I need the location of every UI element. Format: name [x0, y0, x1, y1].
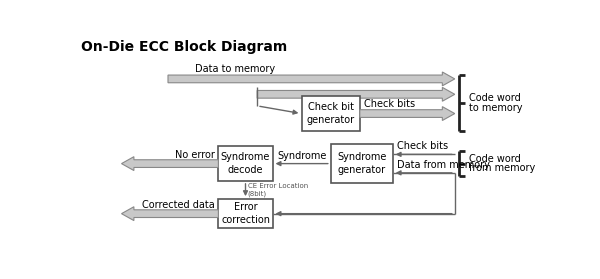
- Text: Check bit
generator: Check bit generator: [307, 102, 355, 125]
- Text: Syndrome: Syndrome: [277, 151, 326, 161]
- Text: Syndrome
generator: Syndrome generator: [337, 152, 386, 175]
- Text: (8bit): (8bit): [248, 191, 267, 197]
- Polygon shape: [168, 72, 455, 86]
- Text: to memory: to memory: [469, 103, 523, 113]
- Text: Data to memory: Data to memory: [195, 64, 275, 74]
- Polygon shape: [257, 87, 455, 101]
- Text: CE Error Location: CE Error Location: [248, 183, 308, 189]
- Text: Error
correction: Error correction: [221, 203, 270, 225]
- Text: Check bits: Check bits: [364, 99, 415, 109]
- Bar: [331, 144, 393, 183]
- Bar: [302, 96, 360, 131]
- Text: Code word: Code word: [469, 154, 521, 164]
- Text: Syndrome
decode: Syndrome decode: [221, 152, 270, 175]
- Bar: [218, 199, 272, 228]
- Polygon shape: [360, 107, 455, 121]
- Text: Corrected data: Corrected data: [142, 200, 215, 210]
- Text: On-Die ECC Block Diagram: On-Die ECC Block Diagram: [81, 40, 287, 54]
- Text: No error: No error: [175, 150, 215, 160]
- Polygon shape: [121, 157, 218, 170]
- Polygon shape: [121, 207, 218, 221]
- Text: Data from memory: Data from memory: [397, 160, 490, 170]
- Bar: [218, 146, 272, 181]
- Text: from memory: from memory: [469, 163, 536, 173]
- Text: Check bits: Check bits: [397, 141, 448, 151]
- Text: Code word: Code word: [469, 93, 521, 103]
